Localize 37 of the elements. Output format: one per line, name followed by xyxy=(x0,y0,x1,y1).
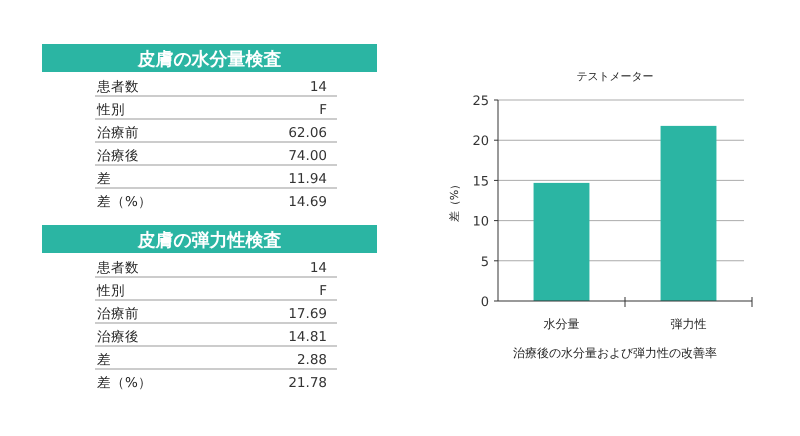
x-axis-title: 治療後の水分量および弾力性の改善率 xyxy=(513,346,717,360)
y-tick-label: 20 xyxy=(472,134,489,150)
text: 治療前 xyxy=(97,125,139,141)
text: 差（%） xyxy=(97,375,152,391)
text: 性別 xyxy=(96,102,125,118)
text: 14.81 xyxy=(288,329,327,345)
text: F xyxy=(319,102,327,118)
x-tick-label: 弾力性 xyxy=(670,317,706,331)
y-tick-label: 25 xyxy=(472,94,489,109)
text: 皮膚の弾力性検査 xyxy=(136,230,282,251)
x-tick-label: 水分量 xyxy=(544,317,580,331)
text: 17.69 xyxy=(288,306,327,322)
text: 14 xyxy=(310,260,327,276)
y-tick-label: 10 xyxy=(472,214,489,230)
text: 治療後 xyxy=(97,329,139,345)
text: 患者数 xyxy=(96,79,139,95)
text: 74.00 xyxy=(288,148,327,164)
text: 14.69 xyxy=(288,194,327,210)
chart-title: テストメーター xyxy=(576,70,654,83)
text: 21.78 xyxy=(288,375,327,391)
text: 患者数 xyxy=(96,260,139,276)
text: 皮膚の水分量検査 xyxy=(136,49,282,70)
text: F xyxy=(319,283,327,299)
text: 差（%） xyxy=(97,194,152,210)
text: 治療後 xyxy=(97,148,139,164)
text: 11.94 xyxy=(288,171,327,187)
text: 62.06 xyxy=(288,125,327,141)
text: 性別 xyxy=(96,283,125,299)
text: 治療前 xyxy=(97,306,139,322)
y-tick-label: 0 xyxy=(480,295,489,310)
y-tick-label: 15 xyxy=(472,174,489,190)
text: 2.88 xyxy=(296,352,327,368)
y-tick-label: 5 xyxy=(480,254,489,270)
text: 差 xyxy=(97,171,111,187)
text: 14 xyxy=(310,79,327,95)
y-axis-title: 差（%） xyxy=(448,178,461,222)
text: 差 xyxy=(97,352,111,368)
